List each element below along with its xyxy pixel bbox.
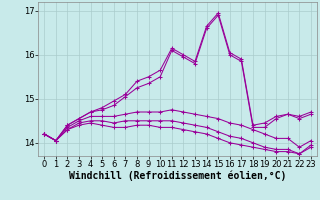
X-axis label: Windchill (Refroidissement éolien,°C): Windchill (Refroidissement éolien,°C) <box>69 171 286 181</box>
